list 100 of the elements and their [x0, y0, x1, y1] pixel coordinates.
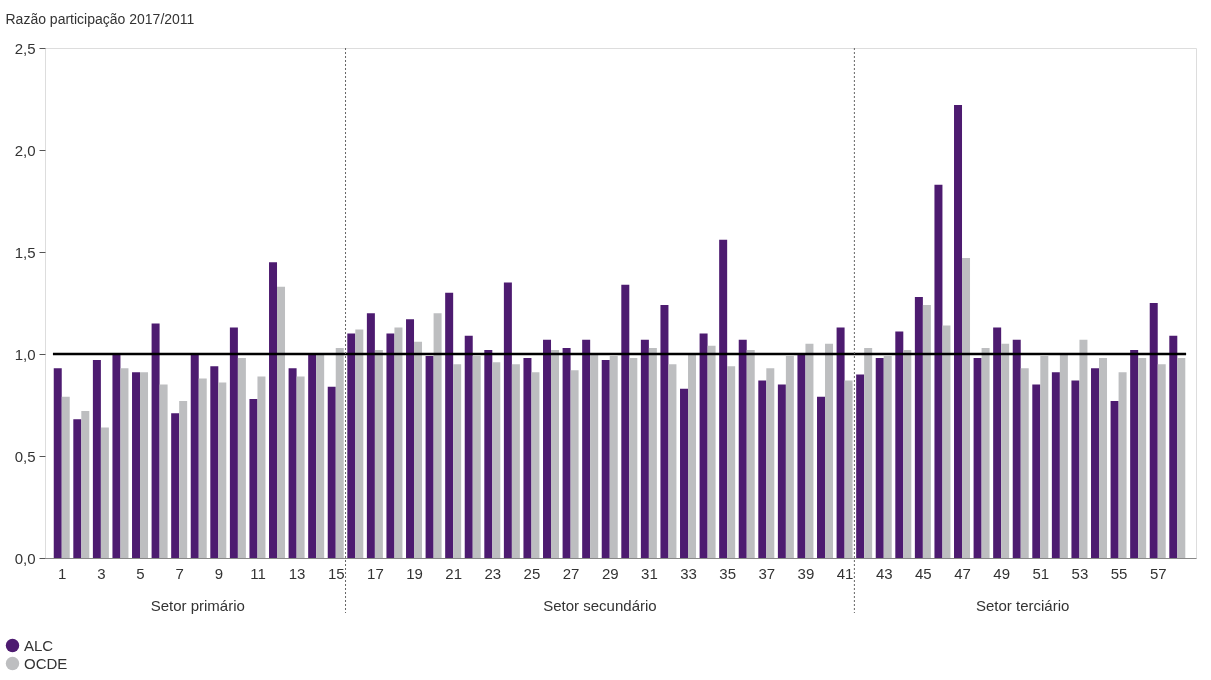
x-tick-label: 15	[327, 564, 345, 582]
bar	[962, 258, 971, 558]
bar	[738, 339, 747, 558]
bar	[719, 239, 728, 558]
x-tick-label: 49	[993, 564, 1010, 582]
x-tick-label: 33	[680, 564, 697, 582]
x-tick-label: 7	[175, 564, 184, 582]
bar	[707, 345, 716, 558]
legend-label: ALC	[24, 636, 54, 654]
x-tick-label: 45	[915, 564, 932, 582]
bar	[73, 419, 82, 558]
bar	[1149, 303, 1158, 558]
bar	[864, 347, 873, 558]
x-tick-label: 9	[214, 564, 223, 582]
bar	[210, 366, 219, 558]
bar	[355, 329, 364, 558]
y-tick-label: 0,0	[14, 549, 36, 567]
bar	[1051, 372, 1060, 558]
y-tick-label: 2,5	[14, 39, 36, 57]
bar	[1157, 364, 1166, 558]
bar	[883, 356, 892, 558]
bar	[453, 364, 462, 558]
x-tick-label: 19	[406, 564, 423, 582]
bar	[609, 356, 618, 558]
x-tick-label: 35	[719, 564, 737, 582]
bar	[425, 356, 434, 558]
bar	[1071, 380, 1080, 558]
x-tick-label: 41	[836, 564, 854, 582]
bar	[621, 284, 630, 558]
bar	[993, 327, 1002, 558]
bar	[249, 398, 258, 558]
bar	[406, 319, 415, 558]
bar	[817, 396, 826, 558]
bar	[269, 262, 278, 558]
y-tick-label: 1,5	[14, 243, 36, 261]
bar	[875, 358, 884, 558]
bar	[836, 327, 845, 558]
bar	[218, 382, 227, 558]
bar	[942, 325, 951, 558]
bar	[347, 333, 356, 558]
bar	[374, 349, 383, 558]
bar	[179, 400, 188, 558]
bar	[171, 413, 180, 558]
bar	[856, 374, 865, 558]
bar	[981, 347, 990, 558]
bar	[445, 292, 454, 558]
bar	[1177, 358, 1186, 558]
x-tick-label: 3	[97, 564, 106, 582]
bar	[132, 372, 141, 558]
bar	[1012, 339, 1021, 558]
bar	[922, 305, 931, 558]
x-tick-label: 11	[250, 564, 266, 582]
x-tick-label: 57	[1149, 564, 1167, 582]
bar	[277, 286, 286, 558]
bar	[1091, 368, 1100, 558]
bar	[640, 339, 649, 558]
x-tick-label: 55	[1110, 564, 1128, 582]
x-tick-label: 1	[58, 564, 67, 582]
bar	[414, 341, 423, 558]
bar	[766, 368, 775, 558]
bar	[257, 376, 266, 558]
bar	[805, 343, 814, 558]
x-tick-label: 5	[136, 564, 145, 582]
bar	[1130, 349, 1139, 558]
bar	[551, 349, 560, 558]
bar	[934, 184, 943, 558]
bar	[81, 411, 90, 558]
bar	[914, 296, 923, 558]
bar	[100, 427, 109, 558]
bar	[895, 331, 904, 558]
bar	[590, 354, 599, 558]
bar	[727, 366, 736, 558]
x-tick-label: 47	[954, 564, 971, 582]
bar	[797, 354, 806, 558]
bar	[511, 364, 520, 558]
bar	[680, 388, 689, 558]
x-tick-label: 13	[288, 564, 306, 582]
bar	[503, 282, 512, 558]
x-tick-label: 39	[797, 564, 815, 582]
bar	[1169, 335, 1178, 558]
bar	[582, 339, 591, 558]
text: Setor secundário	[543, 597, 657, 614]
bar	[335, 347, 344, 558]
bar	[190, 354, 199, 558]
bar	[433, 313, 442, 558]
x-tick-label: 21	[445, 564, 463, 582]
bar	[327, 386, 336, 558]
bar	[601, 360, 610, 558]
bar	[472, 356, 481, 558]
bar	[785, 356, 794, 558]
bar	[543, 339, 552, 558]
bar	[492, 362, 501, 558]
bar	[570, 370, 579, 558]
bar	[668, 364, 677, 558]
bar	[296, 376, 305, 558]
bar	[198, 378, 207, 558]
bar	[1079, 339, 1088, 558]
bar	[159, 384, 168, 558]
bar	[1040, 356, 1049, 558]
bar	[688, 354, 697, 558]
